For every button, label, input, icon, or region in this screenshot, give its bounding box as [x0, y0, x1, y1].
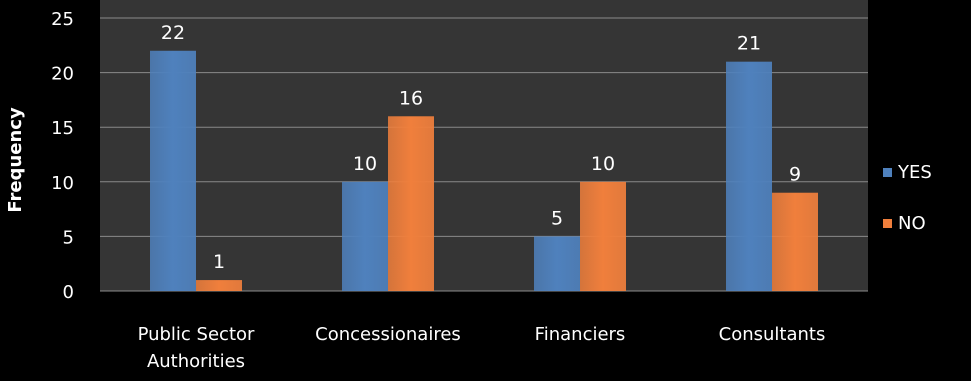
- x-tick-label: Public Sector Authorities: [138, 324, 255, 372]
- legend-label: NO: [898, 213, 926, 234]
- bar-yes: [726, 61, 772, 292]
- y-tick-label: 15: [51, 118, 74, 139]
- bar-no: [580, 181, 626, 291]
- bars: [150, 50, 818, 292]
- bar-no: [388, 116, 434, 291]
- x-tick-label: Consultants: [719, 324, 826, 345]
- bar-yes: [342, 181, 388, 291]
- data-label: 21: [737, 33, 761, 55]
- bar-no: [196, 280, 242, 291]
- y-axis-ticks: 0 5 10 15 20 25: [51, 9, 74, 303]
- x-tick-label: Financiers: [535, 324, 626, 345]
- legend: YES NO: [883, 162, 932, 234]
- y-tick-label: 10: [51, 173, 74, 194]
- x-axis-ticks: Public Sector Authorities Concessionaires F…: [138, 324, 826, 372]
- legend-label: YES: [897, 162, 932, 183]
- y-tick-label: 0: [63, 282, 74, 303]
- y-axis-label: Frequency: [5, 107, 26, 213]
- bar-yes: [150, 50, 196, 292]
- data-label: 10: [591, 153, 615, 175]
- bar-no: [772, 192, 818, 291]
- y-tick-label: 25: [51, 9, 74, 30]
- data-label: 16: [399, 87, 423, 109]
- data-labels: 22 1 10 16 5 10 21 9: [161, 22, 801, 273]
- y-tick-label: 5: [63, 227, 74, 248]
- data-label: 9: [789, 164, 801, 186]
- bar-yes: [534, 236, 580, 291]
- data-label: 1: [213, 251, 225, 273]
- data-label: 10: [353, 153, 377, 175]
- legend-swatch: [883, 168, 892, 177]
- data-label: 5: [551, 207, 563, 229]
- y-tick-label: 20: [51, 64, 74, 85]
- legend-swatch: [883, 219, 892, 228]
- data-label: 22: [161, 22, 185, 44]
- x-tick-label: Concessionaires: [315, 324, 461, 345]
